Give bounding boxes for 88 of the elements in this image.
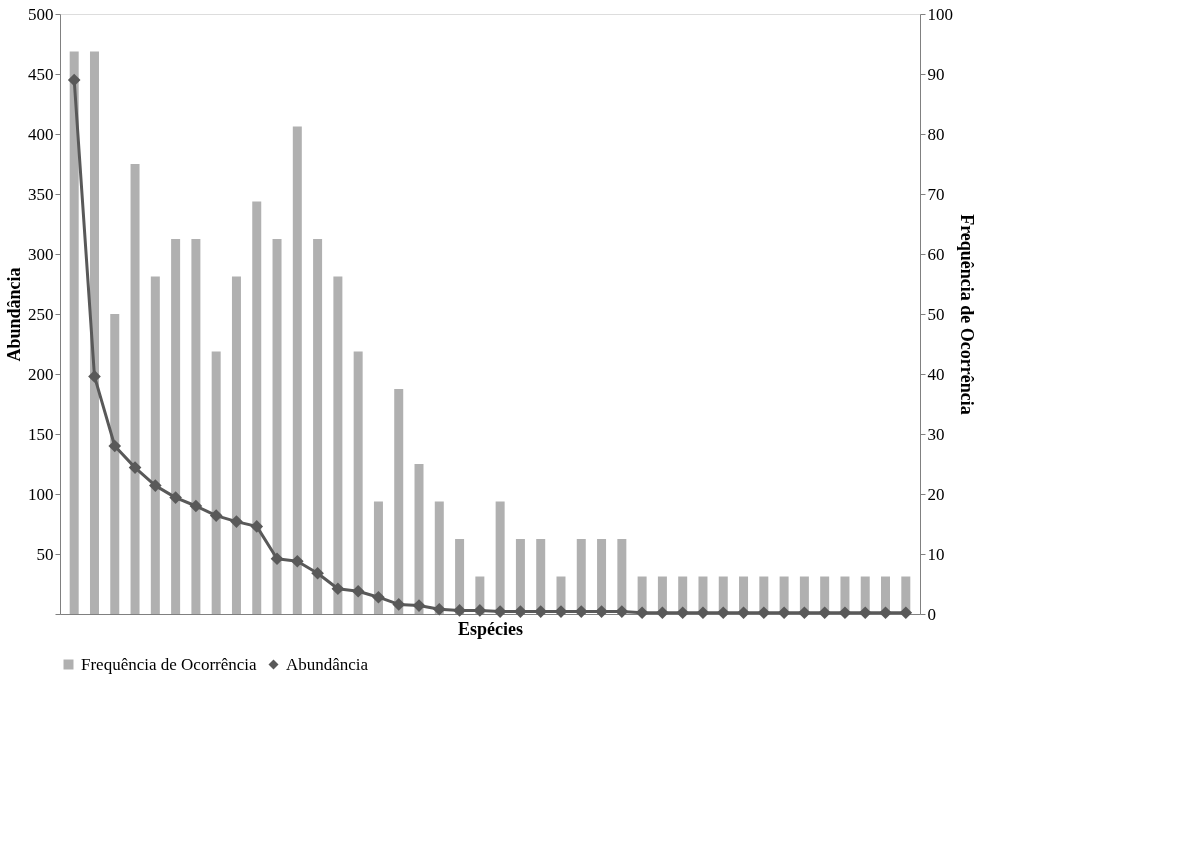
point	[88, 370, 101, 383]
point	[473, 604, 487, 617]
point	[392, 598, 406, 611]
point	[128, 461, 142, 474]
y2-tick-label: 50	[927, 304, 945, 324]
bar	[414, 464, 424, 614]
point	[514, 605, 527, 618]
y2-tick-label: 30	[927, 424, 945, 444]
bar	[150, 276, 160, 614]
bar	[353, 351, 363, 614]
point	[858, 606, 872, 620]
point	[737, 606, 750, 620]
bar	[252, 201, 262, 614]
y2-axis-title: Frequência de Ocorrência	[957, 214, 977, 415]
bar	[394, 389, 404, 614]
bar	[130, 164, 140, 614]
point	[757, 606, 771, 620]
bar	[171, 239, 181, 614]
bar	[373, 501, 383, 614]
bar	[211, 351, 221, 614]
y-tick-label: 100	[28, 484, 54, 504]
point	[534, 605, 548, 618]
point	[696, 606, 710, 620]
bar	[455, 539, 465, 614]
point	[270, 552, 284, 566]
bar	[89, 51, 99, 614]
point	[716, 606, 730, 620]
x-axis-title: Espécies	[458, 618, 523, 639]
point	[838, 606, 852, 620]
y2-tick-label: 10	[927, 544, 945, 564]
y-tick-label: 200	[28, 364, 54, 384]
point	[493, 605, 507, 618]
point	[656, 606, 669, 620]
point	[432, 602, 446, 616]
point	[311, 566, 324, 580]
point	[149, 479, 162, 492]
point	[777, 606, 791, 620]
bar	[434, 501, 444, 614]
point	[899, 606, 913, 620]
legend-label: Frequência de Ocorrência	[81, 654, 258, 674]
y-tick-label: 300	[28, 244, 54, 264]
y-tick-label: 350	[28, 184, 54, 204]
point	[351, 584, 365, 598]
bar	[313, 239, 323, 614]
y2-tick-label: 70	[927, 184, 945, 204]
point	[372, 590, 385, 604]
bar	[191, 239, 201, 614]
point	[818, 606, 831, 620]
point	[412, 599, 426, 612]
y-tick-label: 450	[28, 64, 54, 84]
y-axis-title: Abundância	[4, 267, 24, 362]
y2-tick-label: 20	[927, 484, 945, 504]
point	[798, 606, 811, 620]
y-tick-label: 150	[28, 424, 54, 444]
y-tick-label: 400	[28, 124, 54, 144]
point	[574, 605, 588, 618]
point	[595, 605, 608, 618]
legend-label: Abundância	[286, 654, 369, 674]
point	[108, 439, 122, 453]
point	[879, 606, 892, 620]
point	[554, 605, 568, 618]
point	[635, 606, 649, 620]
point	[189, 499, 203, 513]
point	[453, 604, 466, 617]
y2-tick-label: 0	[927, 604, 936, 624]
y2-tick-label: 40	[927, 364, 945, 384]
point	[250, 520, 264, 533]
bar	[110, 314, 120, 614]
point	[67, 73, 81, 87]
bar	[69, 51, 79, 614]
point	[169, 491, 182, 504]
y2-tick-label: 90	[927, 64, 945, 84]
bar	[272, 239, 282, 614]
y2-tick-label: 100	[927, 4, 953, 24]
point	[230, 515, 243, 528]
point	[331, 582, 345, 596]
bar	[292, 126, 302, 614]
point	[676, 606, 690, 620]
point	[615, 605, 629, 618]
point	[209, 509, 223, 522]
y-tick-label: 250	[28, 304, 54, 324]
y-tick-label: 50	[36, 544, 54, 564]
y2-tick-label: 60	[927, 244, 945, 264]
bar	[333, 276, 343, 614]
point	[290, 554, 304, 568]
y-tick-label: 500	[28, 4, 54, 24]
bar	[231, 276, 241, 614]
y2-tick-label: 80	[927, 124, 945, 144]
